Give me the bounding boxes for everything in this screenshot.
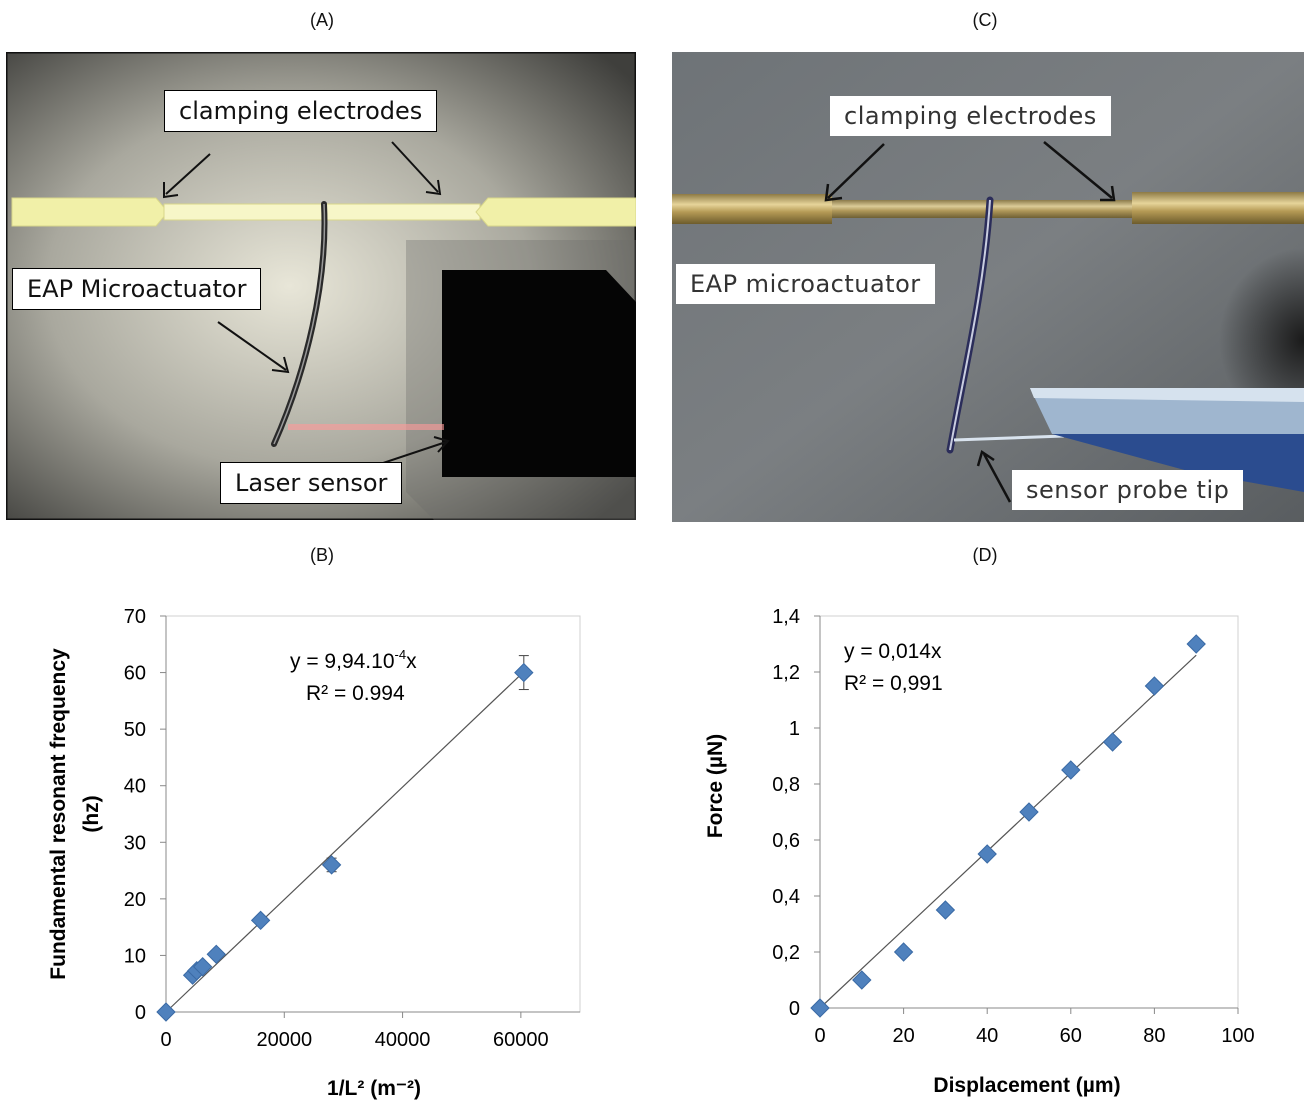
- panel-letter-a: (A): [310, 10, 334, 30]
- data-point: [206, 944, 226, 965]
- b-r-squared: R² = 0.994: [306, 682, 405, 705]
- x-tick-label: 60000: [493, 1029, 549, 1051]
- electrode-right-photo: [1132, 192, 1304, 224]
- d-x-axis-label: Displacement (µm): [933, 1074, 1120, 1097]
- y-tick-label: 1: [789, 718, 800, 740]
- panel-letter-b: (B): [310, 545, 334, 565]
- d-trendline: [819, 654, 1197, 1009]
- y-tick-label: 40: [124, 776, 146, 798]
- d-equation: y = 0,014x: [844, 640, 942, 663]
- b-y-axis-label-2: (hz): [80, 795, 103, 832]
- data-point: [852, 970, 872, 990]
- x-tick-label: 20000: [256, 1029, 312, 1051]
- d-y-axis-label: Force (µN): [704, 734, 727, 838]
- data-point: [1144, 676, 1165, 696]
- x-tick-label: 0: [160, 1029, 171, 1051]
- x-tick-label: 0: [814, 1025, 825, 1047]
- chart-d: 0 20 40 60 80 100 0 0,2 0,4 0,6 0,8 1 1,2 1,4 y = 0,0…: [704, 606, 1255, 1097]
- data-point: [156, 1002, 176, 1022]
- data-point: [514, 662, 534, 683]
- panel-letter-c: (C): [972, 10, 998, 30]
- data-point: [1019, 802, 1039, 822]
- y-tick-label: 30: [124, 832, 146, 854]
- x-tick-label: 100: [1221, 1025, 1254, 1047]
- y-tick-label: 0: [135, 1002, 146, 1024]
- data-point: [321, 855, 342, 875]
- label-a-clamping: clamping electrodes: [164, 90, 438, 132]
- data-point: [977, 844, 997, 864]
- label-a-laser: Laser sensor: [220, 462, 403, 504]
- y-tick-label: 20: [124, 889, 146, 911]
- data-point: [1061, 760, 1081, 780]
- y-tick-label: 1,2: [772, 662, 800, 684]
- data-point: [935, 900, 956, 920]
- laser-sensor-block: [442, 270, 636, 477]
- b-y-axis-label-1: Fundamental resonant frequency: [47, 648, 70, 980]
- b-trendline: [165, 671, 525, 1013]
- electrode-left: [11, 197, 169, 227]
- data-point: [810, 998, 830, 1018]
- panel-a-schematic: clamping electrodes EAP Microactuator La…: [6, 52, 636, 520]
- data-point: [192, 957, 213, 977]
- y-tick-label: 50: [124, 719, 146, 741]
- data-point: [1186, 634, 1206, 654]
- data-point: [893, 942, 914, 962]
- label-c-probe: sensor probe tip: [1012, 470, 1244, 510]
- y-tick-label: 0,8: [772, 774, 800, 796]
- y-tick-label: 1,4: [772, 606, 800, 628]
- x-tick-label: 80: [1143, 1025, 1165, 1047]
- d-r-squared: R² = 0,991: [844, 672, 943, 695]
- y-tick-label: 0,4: [772, 886, 800, 908]
- label-c-clamping: clamping electrodes: [830, 96, 1111, 136]
- label-a-actuator: EAP Microactuator: [12, 268, 262, 310]
- y-tick-label: 0,2: [772, 942, 800, 964]
- sensor-probe-tip: [953, 434, 1065, 442]
- y-tick-label: 0,6: [772, 830, 800, 852]
- x-tick-label: 40000: [375, 1029, 431, 1051]
- x-tick-label: 40: [976, 1025, 998, 1047]
- electrode-right: [475, 197, 636, 227]
- x-tick-label: 20: [892, 1025, 914, 1047]
- x-tick-label: 60: [1060, 1025, 1082, 1047]
- y-tick-label: 0: [789, 998, 800, 1020]
- y-tick-label: 10: [124, 945, 146, 967]
- electrode-left-photo: [672, 194, 832, 224]
- panel-letter-d: (D): [972, 545, 998, 565]
- y-tick-label: 70: [124, 606, 146, 628]
- data-point: [1102, 732, 1123, 752]
- chart-b: 0 20000 40000 60000 0 10 20 30 40 50 60 70 y = 9,94…: [47, 606, 581, 1100]
- y-tick-label: 60: [124, 663, 146, 685]
- b-equation: y = 9,94.10-4x: [290, 647, 417, 673]
- label-c-actuator: EAP microactuator: [676, 264, 935, 304]
- panel-c-photo: clamping electrodes EAP microactuator se…: [672, 52, 1304, 522]
- data-point: [250, 910, 271, 931]
- b-x-axis-label: 1/L² (m⁻²): [327, 1077, 421, 1100]
